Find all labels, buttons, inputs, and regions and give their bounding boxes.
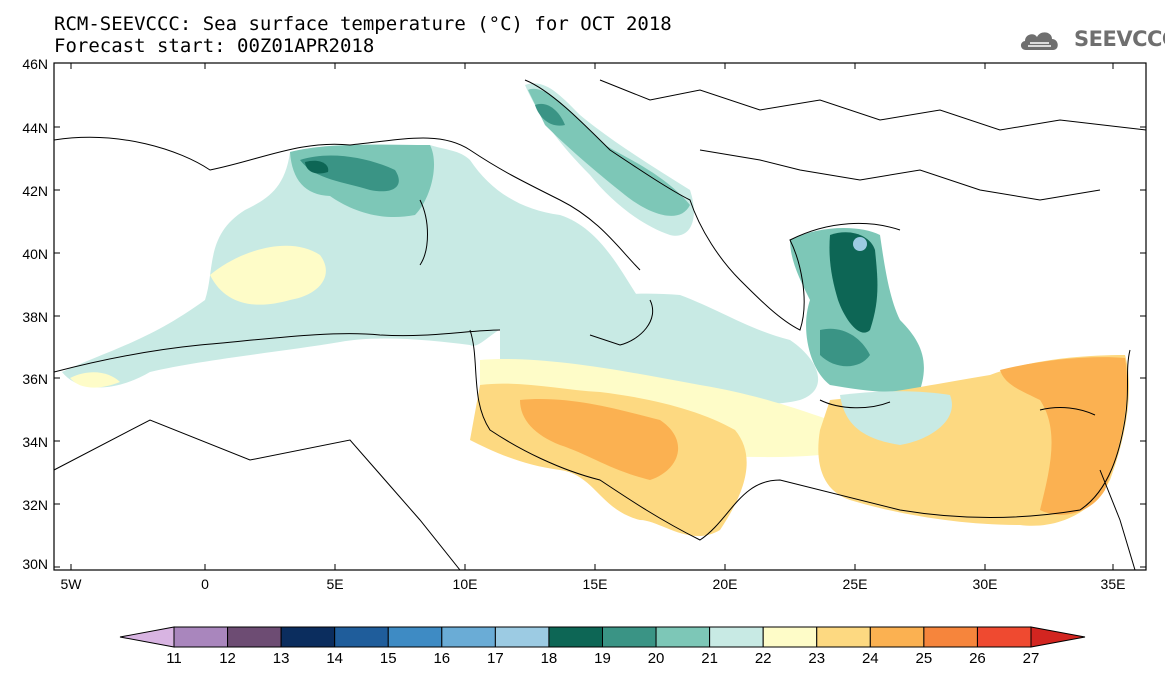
- colorbar-label: 12: [219, 650, 236, 667]
- colorbar-label: 22: [754, 650, 772, 667]
- colorbar-label: 15: [379, 650, 397, 667]
- colorbar-swatch: [762, 626, 818, 648]
- lon-label: 20E: [712, 576, 738, 592]
- lat-label: 40N: [22, 246, 48, 262]
- lat-label: 30N: [22, 556, 48, 572]
- lat-label: 38N: [22, 309, 48, 325]
- colorbar-swatch: [976, 626, 1032, 648]
- lon-label: 5E: [326, 576, 344, 592]
- colorbar-swatch: [280, 626, 336, 648]
- axis-ticks: [54, 62, 1146, 570]
- colorbar-swatch: [173, 626, 229, 648]
- gulf-of-lion-cold: [290, 144, 435, 218]
- lat-label: 44N: [22, 120, 48, 136]
- forecast-start: Forecast start: 00Z01APR2018: [54, 35, 375, 57]
- lat-label: 34N: [22, 434, 48, 450]
- colorbar-swatch: [816, 626, 871, 648]
- lon-label: 5W: [60, 576, 82, 592]
- colorbar-swatch: [655, 626, 711, 648]
- cloud-icon: [1020, 32, 1058, 50]
- colorbar-label: 13: [272, 650, 290, 667]
- colorbar-label: 14: [326, 650, 344, 667]
- colorbar-label: 24: [861, 650, 879, 667]
- colorbar-label: 20: [647, 650, 665, 667]
- lat-label: 36N: [22, 371, 48, 387]
- colorbar-label: 11: [166, 650, 182, 667]
- colorbar-label: 21: [701, 650, 718, 667]
- colorbar-label: 23: [808, 650, 826, 667]
- western-sea-base: [62, 144, 640, 388]
- colorbar-label: 19: [594, 650, 611, 667]
- libyan-warm: [470, 383, 747, 537]
- colorbar-swatch: [334, 626, 389, 648]
- colorbar-label: 18: [540, 650, 558, 667]
- map-title: RCM-SEEVCCC: Sea surface temperature (°C…: [54, 13, 672, 35]
- colorbar-swatch: [387, 626, 443, 648]
- colorbar-label: 27: [1022, 650, 1040, 667]
- colorbar-label: 25: [915, 650, 933, 667]
- colorbar-swatch: [119, 626, 175, 648]
- lat-label: 42N: [22, 183, 48, 199]
- colorbar-swatch: [869, 626, 925, 648]
- aegean-cold: [790, 228, 924, 393]
- levantine-warm: [818, 355, 1130, 526]
- lat-label: 32N: [22, 497, 48, 513]
- lat-label: 46N: [22, 56, 48, 72]
- balearic-warm: [70, 245, 326, 388]
- colorbar: [119, 626, 1086, 648]
- adriatic: [525, 83, 694, 236]
- colorbar-swatch: [1030, 626, 1086, 648]
- logo-text: SEEVCCC: [1074, 27, 1165, 51]
- colorbar-swatch: [441, 626, 496, 648]
- colorbar-swatch: [923, 626, 978, 648]
- lon-label: 0: [201, 576, 209, 592]
- colorbar-label: 16: [433, 650, 451, 667]
- lon-label: 10E: [452, 576, 478, 592]
- colorbar-label: 26: [969, 650, 986, 667]
- colorbar-swatch: [602, 626, 657, 648]
- colorbar-swatch: [494, 626, 550, 648]
- lon-label: 25E: [842, 576, 868, 592]
- lon-label: 30E: [972, 576, 998, 592]
- colorbar-label: 17: [487, 650, 504, 667]
- colorbar-swatch: [548, 626, 603, 648]
- colorbar-swatch: [227, 626, 282, 648]
- lon-label: 15E: [582, 576, 608, 592]
- lon-label: 35E: [1100, 576, 1126, 592]
- colorbar-swatch: [709, 626, 764, 648]
- coastlines: [54, 79, 1146, 570]
